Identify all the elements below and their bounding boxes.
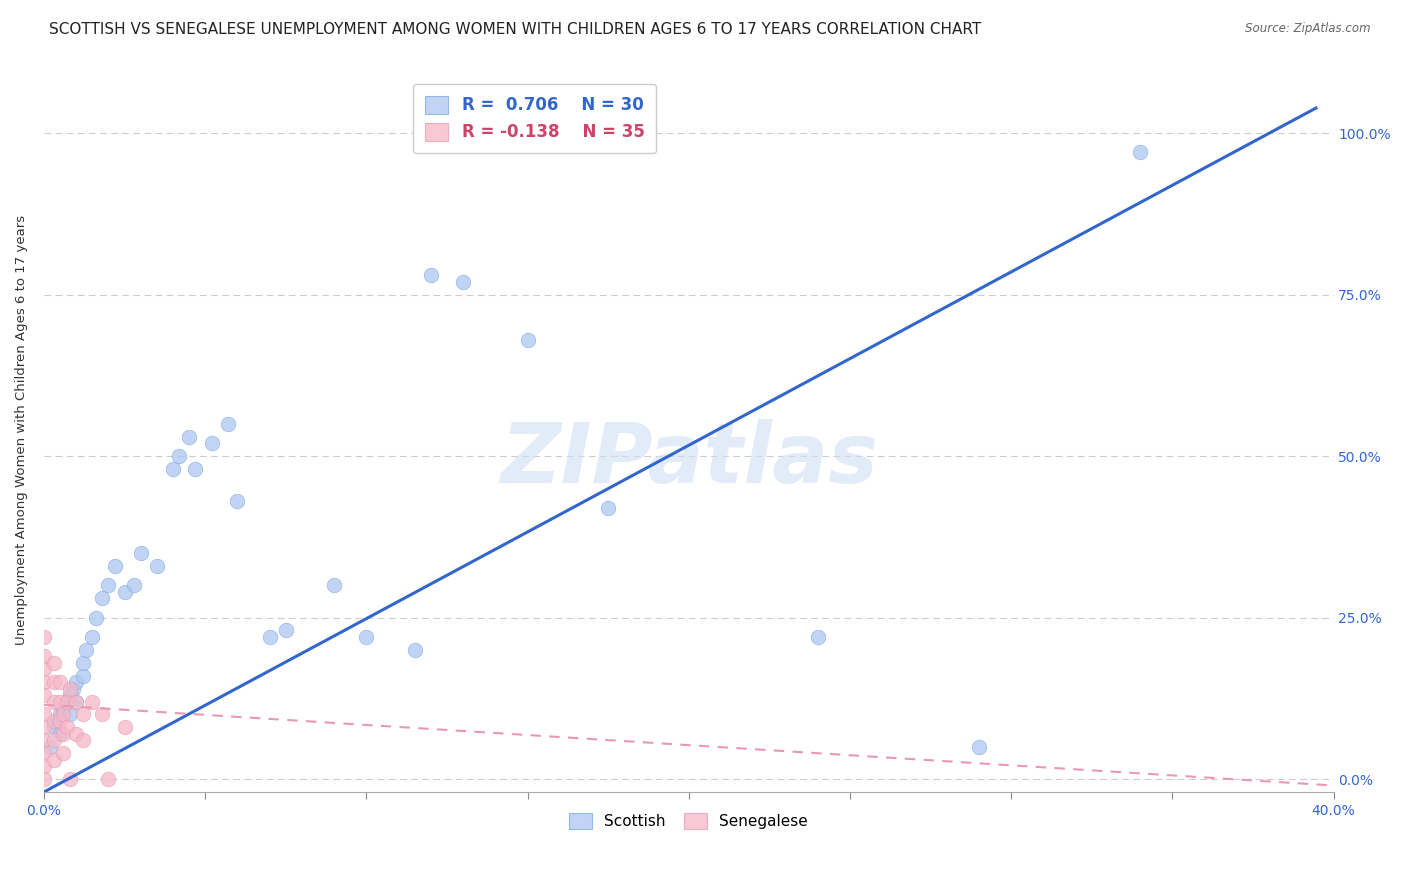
Point [62,681,84,696]
Point [82,694,104,708]
Point [52,746,75,760]
Point [114,720,136,734]
Point [32,662,55,676]
Point [226,494,249,508]
Point [122,578,145,592]
Point [72,733,94,747]
Point [32,688,55,702]
Point [52,701,75,715]
Point [598,500,620,515]
Point [201,436,224,450]
Point [49,675,72,690]
Point [32,759,55,773]
Point [84,610,107,624]
Point [967,739,990,754]
Point [91,707,114,722]
Point [49,727,72,741]
Text: ZIPatlas: ZIPatlas [499,418,877,500]
Point [419,268,441,283]
Text: SCOTTISH VS SENEGALESE UNEMPLOYMENT AMONG WOMEN WITH CHILDREN AGES 6 TO 17 YEARS: SCOTTISH VS SENEGALESE UNEMPLOYMENT AMON… [49,22,981,37]
Point [59,681,82,696]
Point [404,643,426,657]
Point [32,720,55,734]
Point [55,694,77,708]
Point [55,694,77,708]
Point [42,733,65,747]
Point [39,739,62,754]
Point [75,643,97,657]
Point [49,694,72,708]
Point [52,707,75,722]
Point [42,720,65,734]
Point [42,753,65,767]
Point [177,430,200,444]
Point [65,727,87,741]
Point [59,707,82,722]
Point [162,462,184,476]
Point [129,546,152,560]
Point [65,694,87,708]
Point [32,630,55,644]
Point [72,656,94,670]
Point [146,558,169,573]
Point [45,714,67,728]
Point [451,275,474,289]
Point [49,714,72,728]
Point [807,630,830,644]
Point [274,624,297,638]
Point [42,675,65,690]
Y-axis label: Unemployment Among Women with Children Ages 6 to 17 years: Unemployment Among Women with Children A… [15,215,28,645]
Point [114,584,136,599]
Point [59,688,82,702]
Point [104,558,127,573]
Point [323,578,346,592]
Point [91,591,114,606]
Point [82,630,104,644]
Point [72,707,94,722]
Point [1129,145,1152,160]
Point [32,649,55,664]
Point [97,772,120,786]
Point [49,707,72,722]
Text: Source: ZipAtlas.com: Source: ZipAtlas.com [1246,22,1371,36]
Point [516,333,538,347]
Point [32,772,55,786]
Point [356,630,378,644]
Point [32,746,55,760]
Point [32,733,55,747]
Point [97,578,120,592]
Legend: Scottish, Senegalese: Scottish, Senegalese [564,806,814,835]
Point [55,720,77,734]
Point [169,449,191,463]
Point [59,772,82,786]
Point [65,694,87,708]
Point [52,727,75,741]
Point [32,707,55,722]
Point [184,462,207,476]
Point [42,656,65,670]
Point [42,714,65,728]
Point [259,630,281,644]
Point [72,669,94,683]
Point [32,675,55,690]
Point [65,675,87,690]
Point [42,694,65,708]
Point [217,417,239,431]
